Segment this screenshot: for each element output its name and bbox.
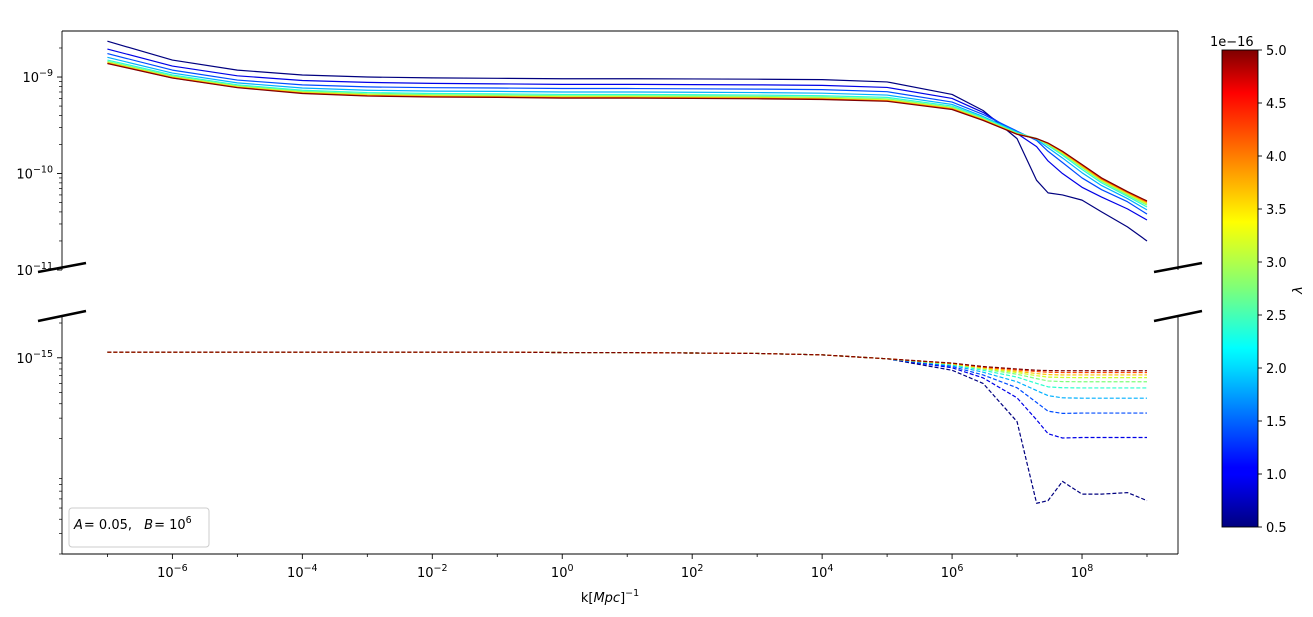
x-tick-label-1: 10−6 <box>157 563 188 581</box>
top-y-tick-label-3: 10−11 <box>16 261 53 279</box>
series-line-bottom-3 <box>107 351 1147 414</box>
series-line-top-10 <box>107 62 1148 202</box>
break-mark-right-bottom <box>1153 309 1203 323</box>
series-line-top-5 <box>107 59 1148 208</box>
series-line-top-1 <box>107 40 1148 242</box>
colorbar-tick-label-9: 4.5 <box>1266 97 1287 112</box>
colorbar-offset-text: 1e−16 <box>1210 35 1254 50</box>
colorbar-tick-label-1: 0.5 <box>1266 521 1287 536</box>
x-axis-ticks: 10−6 10−4 10−2 100 102 104 106 108 <box>107 554 1148 581</box>
colorbar-ticks: 0.5 1.0 1.5 2.0 2.5 3.0 3.5 4.0 4.5 5.0 <box>1258 44 1287 536</box>
series-line-top-7 <box>107 61 1148 205</box>
series-line-top-6 <box>107 60 1148 206</box>
colorbar-tick-label-10: 5.0 <box>1266 44 1287 59</box>
x-tick-label-6: 104 <box>811 563 834 581</box>
series-line-top-2 <box>107 48 1148 221</box>
series-line-bottom-2 <box>107 351 1147 439</box>
colorbar-tick-label-3: 1.5 <box>1266 415 1287 430</box>
break-mark-left-top <box>37 261 87 274</box>
top-y-tick-label-2: 10−10 <box>16 165 53 183</box>
x-axis-label: k[Mpc]−1 <box>581 588 639 606</box>
top-y-tick-label-1: 10−9 <box>22 68 53 86</box>
y-axis-ticks: 10−9 10−10 10−11 10−15 <box>16 47 62 555</box>
axes-frame <box>61 30 1179 555</box>
bottom-y-tick-label-1: 10−15 <box>16 349 53 367</box>
series-line-bottom-10 <box>107 351 1147 372</box>
colorbar-tick-label-8: 4.0 <box>1266 150 1287 165</box>
parameter-annotation: A= 0.05, B= 106 <box>68 507 210 548</box>
colorbar-tick-label-6: 3.0 <box>1266 256 1287 271</box>
x-tick-label-5: 102 <box>681 563 704 581</box>
x-tick-label-7: 106 <box>941 563 964 581</box>
break-mark-right-top <box>1153 261 1203 274</box>
x-tick-label-3: 10−2 <box>417 563 448 581</box>
x-tick-label-2: 10−4 <box>287 563 318 581</box>
colorbar: 0.5 1.0 1.5 2.0 2.5 3.0 3.5 4.0 4.5 5.0 1e−16 λ <box>1210 35 1306 536</box>
series-line-top-4 <box>107 56 1148 211</box>
top-panel-lines <box>107 40 1148 242</box>
x-tick-label-8: 108 <box>1071 563 1094 581</box>
colorbar-label: λ <box>1291 286 1306 295</box>
break-mark-left-bottom <box>37 309 87 323</box>
bottom-panel-lines <box>107 351 1148 504</box>
series-line-bottom-4 <box>107 351 1147 399</box>
x-tick-label-4: 100 <box>551 563 574 581</box>
colorbar-tick-label-7: 3.5 <box>1266 203 1287 218</box>
svg-text:A= 0.05, B= 106: A= 0.05, B= 106 <box>73 515 192 533</box>
axis-break-marks <box>37 261 1203 323</box>
series-line-bottom-7 <box>107 351 1147 379</box>
colorbar-tick-label-5: 2.5 <box>1266 309 1287 324</box>
series-line-top-3 <box>107 53 1148 215</box>
colorbar-tick-label-2: 1.0 <box>1266 468 1287 483</box>
colorbar-tick-label-4: 2.0 <box>1266 362 1287 377</box>
colorbar-gradient <box>1221 49 1259 528</box>
